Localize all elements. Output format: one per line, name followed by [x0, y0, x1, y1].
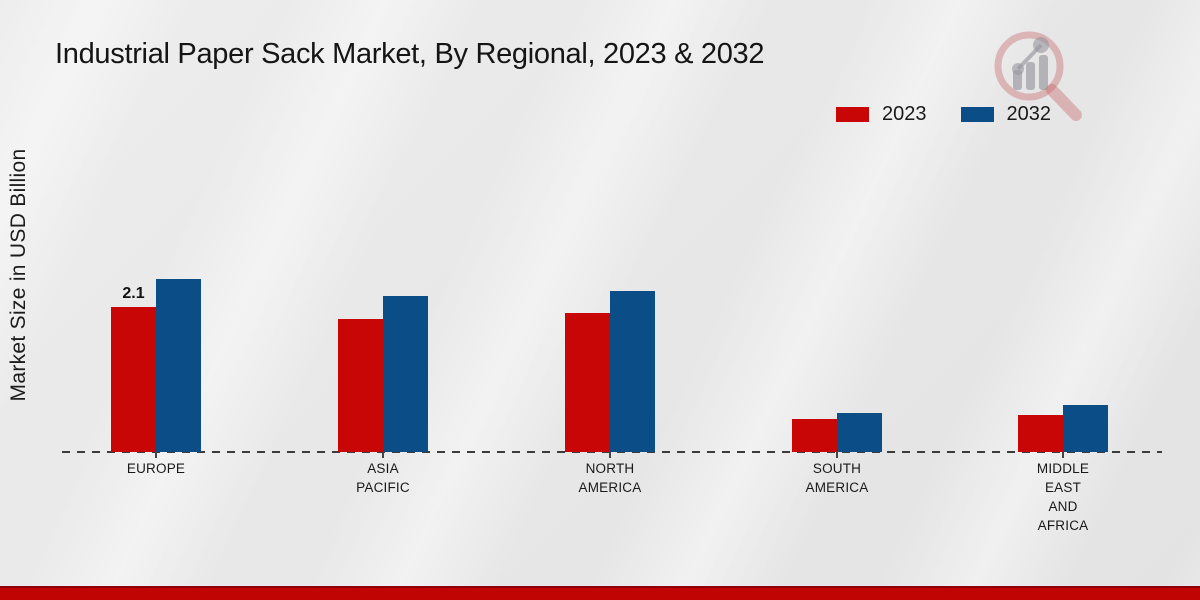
y-axis-label: Market Size in USD Billion	[7, 148, 30, 402]
legend-item-2032: 2032	[960, 103, 1052, 126]
legend-swatch-2023	[836, 107, 869, 122]
category-label-asia-pacific: ASIA PACIFIC	[356, 461, 410, 495]
footer-red-bar	[0, 586, 1200, 600]
bar-2023-asia-pacific	[338, 319, 383, 452]
category-label-middle-east-and-africa: MIDDLE EAST AND AFRICA	[1036, 461, 1090, 533]
bar-2032-europe	[156, 279, 201, 452]
bar-2023-middle-east-and-africa	[1018, 415, 1063, 452]
magnifier-chart-logo-watermark	[994, 31, 1082, 121]
bar-2032-north-america	[610, 291, 655, 452]
category-label-europe: EUROPE	[126, 461, 186, 476]
legend-item-2023: 2023	[836, 103, 927, 126]
axis-tick-north-america	[609, 452, 611, 458]
bar-2032-middle-east-and-africa	[1063, 405, 1108, 452]
axis-tick-asia-pacific	[382, 452, 384, 458]
axis-tick-europe	[155, 452, 157, 458]
bar-2023-north-america	[565, 313, 610, 452]
bar-2023-europe	[111, 307, 156, 452]
chart-title: Industrial Paper Sack Market, By Regiona…	[55, 38, 765, 70]
bar-2032-south-america	[837, 413, 882, 452]
axis-tick-south-america	[836, 452, 838, 458]
bar-2023-south-america	[792, 419, 837, 452]
data-label-europe-2023: 2.1	[122, 285, 145, 302]
legend-label-2032: 2032	[1006, 103, 1052, 125]
axis-tick-middle-east-and-africa	[1062, 452, 1064, 458]
category-label-north-america: NORTH AMERICA	[578, 461, 642, 495]
legend: 2023 2032	[836, 103, 1051, 126]
legend-swatch-2032	[960, 107, 994, 122]
bar-2032-asia-pacific	[383, 296, 428, 452]
legend-label-2023: 2023	[882, 103, 927, 125]
category-label-south-america: SOUTH AMERICA	[805, 461, 869, 495]
x-axis-baseline	[62, 451, 1162, 453]
